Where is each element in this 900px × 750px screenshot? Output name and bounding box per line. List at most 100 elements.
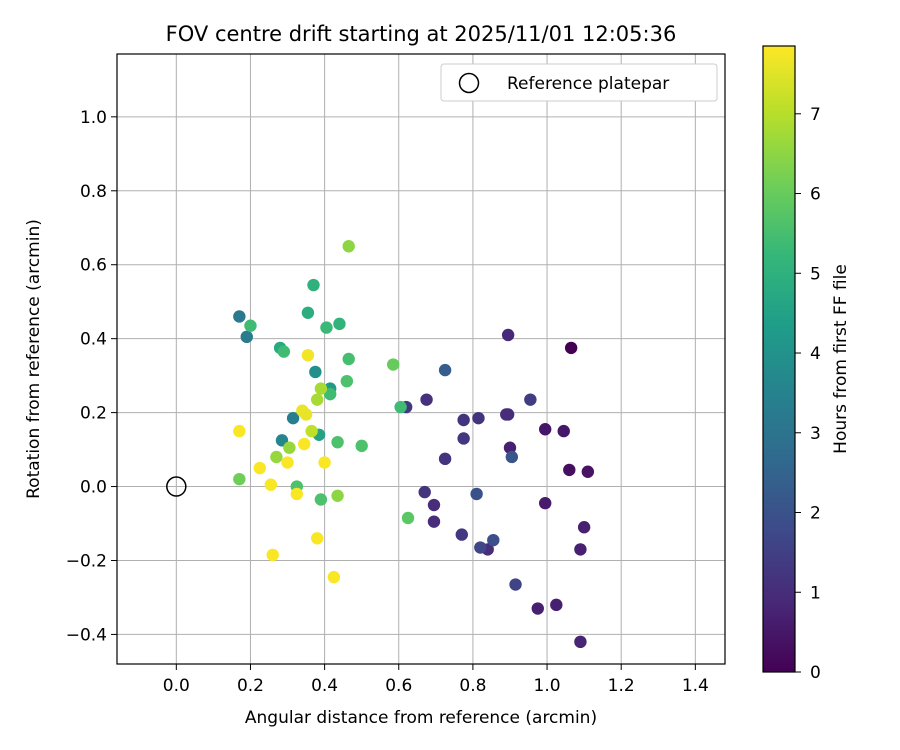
data-point bbox=[503, 441, 517, 454]
data-point bbox=[457, 432, 470, 445]
colorbar-label: Hours from first FF file bbox=[831, 264, 851, 454]
data-point bbox=[438, 363, 452, 377]
data-point bbox=[301, 349, 315, 362]
colorbar-tick-label: 6 bbox=[810, 185, 821, 205]
data-point bbox=[355, 439, 368, 453]
data-point bbox=[420, 393, 433, 406]
colorbar-tick-label: 3 bbox=[810, 424, 821, 444]
data-point bbox=[233, 472, 246, 486]
colorbar-tick-label: 1 bbox=[810, 583, 821, 603]
data-point bbox=[394, 400, 407, 414]
data-point bbox=[283, 441, 296, 454]
scatter-points bbox=[233, 240, 595, 649]
data-point bbox=[574, 543, 587, 556]
colorbar-ticks: 0 1 2 3 4 5 6 7 bbox=[795, 105, 821, 683]
data-point bbox=[270, 450, 283, 464]
data-point bbox=[318, 456, 331, 469]
legend-label-reference-platepar: Reference platepar bbox=[507, 74, 669, 94]
x-tick-label: 0.8 bbox=[459, 676, 486, 696]
colorbar-tick-label: 2 bbox=[810, 504, 821, 524]
colorbar-tick-label: 7 bbox=[810, 105, 821, 125]
data-point bbox=[286, 411, 300, 425]
data-point bbox=[307, 278, 320, 292]
data-point bbox=[418, 485, 431, 499]
data-point bbox=[438, 452, 452, 466]
data-point bbox=[550, 598, 563, 612]
y-axis-ticks: −0.4 −0.2 0.0 0.2 0.4 0.6 0.8 1.0 bbox=[66, 108, 117, 645]
data-point bbox=[233, 310, 246, 323]
data-point bbox=[264, 478, 278, 491]
x-tick-label: 0.2 bbox=[237, 676, 264, 696]
legend-box bbox=[440, 63, 718, 102]
data-point bbox=[281, 456, 294, 469]
colorbar: 0 1 2 3 4 5 6 7 Hours from first FF file bbox=[762, 45, 851, 683]
data-point bbox=[314, 493, 328, 506]
x-tick-label: 1.0 bbox=[534, 676, 561, 696]
data-point bbox=[487, 533, 500, 547]
data-point bbox=[427, 498, 441, 512]
data-point bbox=[309, 365, 322, 379]
plot-background bbox=[117, 54, 725, 664]
colorbar-tick-label: 4 bbox=[810, 344, 821, 364]
x-tick-label: 0.4 bbox=[311, 676, 338, 696]
data-point bbox=[531, 602, 544, 615]
grid bbox=[117, 54, 725, 664]
data-point bbox=[524, 393, 537, 406]
data-point bbox=[563, 463, 576, 477]
y-tick-label: 0.6 bbox=[80, 256, 107, 276]
data-point bbox=[233, 424, 246, 438]
data-point bbox=[314, 382, 328, 395]
y-tick-label: −0.2 bbox=[66, 551, 107, 571]
y-tick-label: 0.4 bbox=[80, 330, 107, 350]
y-tick-label: 1.0 bbox=[80, 108, 107, 128]
data-point bbox=[290, 487, 304, 501]
data-point bbox=[455, 528, 468, 541]
data-point bbox=[327, 570, 341, 584]
data-point bbox=[310, 393, 324, 406]
data-point bbox=[564, 341, 578, 355]
x-tick-label: 0.0 bbox=[163, 676, 190, 696]
data-point bbox=[474, 541, 487, 554]
y-tick-label: 0.0 bbox=[80, 478, 107, 498]
data-point bbox=[581, 465, 595, 478]
data-point bbox=[296, 404, 309, 417]
plot-frame bbox=[116, 53, 726, 665]
colorbar-gradient bbox=[763, 46, 795, 672]
data-point bbox=[501, 328, 515, 342]
data-point bbox=[305, 424, 318, 438]
data-point bbox=[538, 496, 552, 510]
x-tick-label: 1.4 bbox=[682, 676, 709, 696]
legend: Reference platepar bbox=[440, 63, 718, 102]
data-point bbox=[342, 352, 355, 366]
plot-area: 0.0 0.2 0.4 0.6 0.8 1.0 1.2 1.4 −0.4−0.20.00.20… bbox=[66, 53, 726, 696]
data-point bbox=[298, 437, 311, 451]
data-point bbox=[401, 511, 415, 525]
data-point bbox=[320, 321, 333, 334]
data-point bbox=[266, 548, 279, 562]
data-point bbox=[470, 487, 483, 501]
data-point bbox=[501, 408, 515, 421]
y-tick-label: −0.4 bbox=[66, 625, 107, 645]
colorbar-frame bbox=[762, 45, 796, 673]
data-point bbox=[244, 319, 257, 332]
x-axis-ticks: 0.0 0.2 0.4 0.6 0.8 1.0 1.2 1.4 bbox=[163, 664, 709, 696]
data-point bbox=[557, 424, 570, 438]
data-point bbox=[331, 489, 344, 502]
data-point bbox=[333, 317, 346, 331]
data-point bbox=[323, 387, 337, 401]
data-point bbox=[310, 532, 324, 545]
x-tick-label: 0.6 bbox=[385, 676, 412, 696]
data-point bbox=[342, 240, 355, 253]
y-tick-label: 0.2 bbox=[80, 404, 107, 424]
data-point bbox=[505, 450, 519, 464]
data-point bbox=[340, 374, 354, 388]
data-point bbox=[240, 330, 253, 344]
data-point bbox=[472, 411, 485, 425]
data-point bbox=[509, 578, 522, 591]
reference-platepar-marker bbox=[166, 476, 187, 497]
data-point bbox=[386, 358, 400, 371]
data-point bbox=[331, 435, 344, 449]
data-point bbox=[577, 521, 591, 534]
data-point bbox=[301, 306, 315, 319]
x-axis-label: Angular distance from reference (arcmin) bbox=[245, 708, 597, 728]
